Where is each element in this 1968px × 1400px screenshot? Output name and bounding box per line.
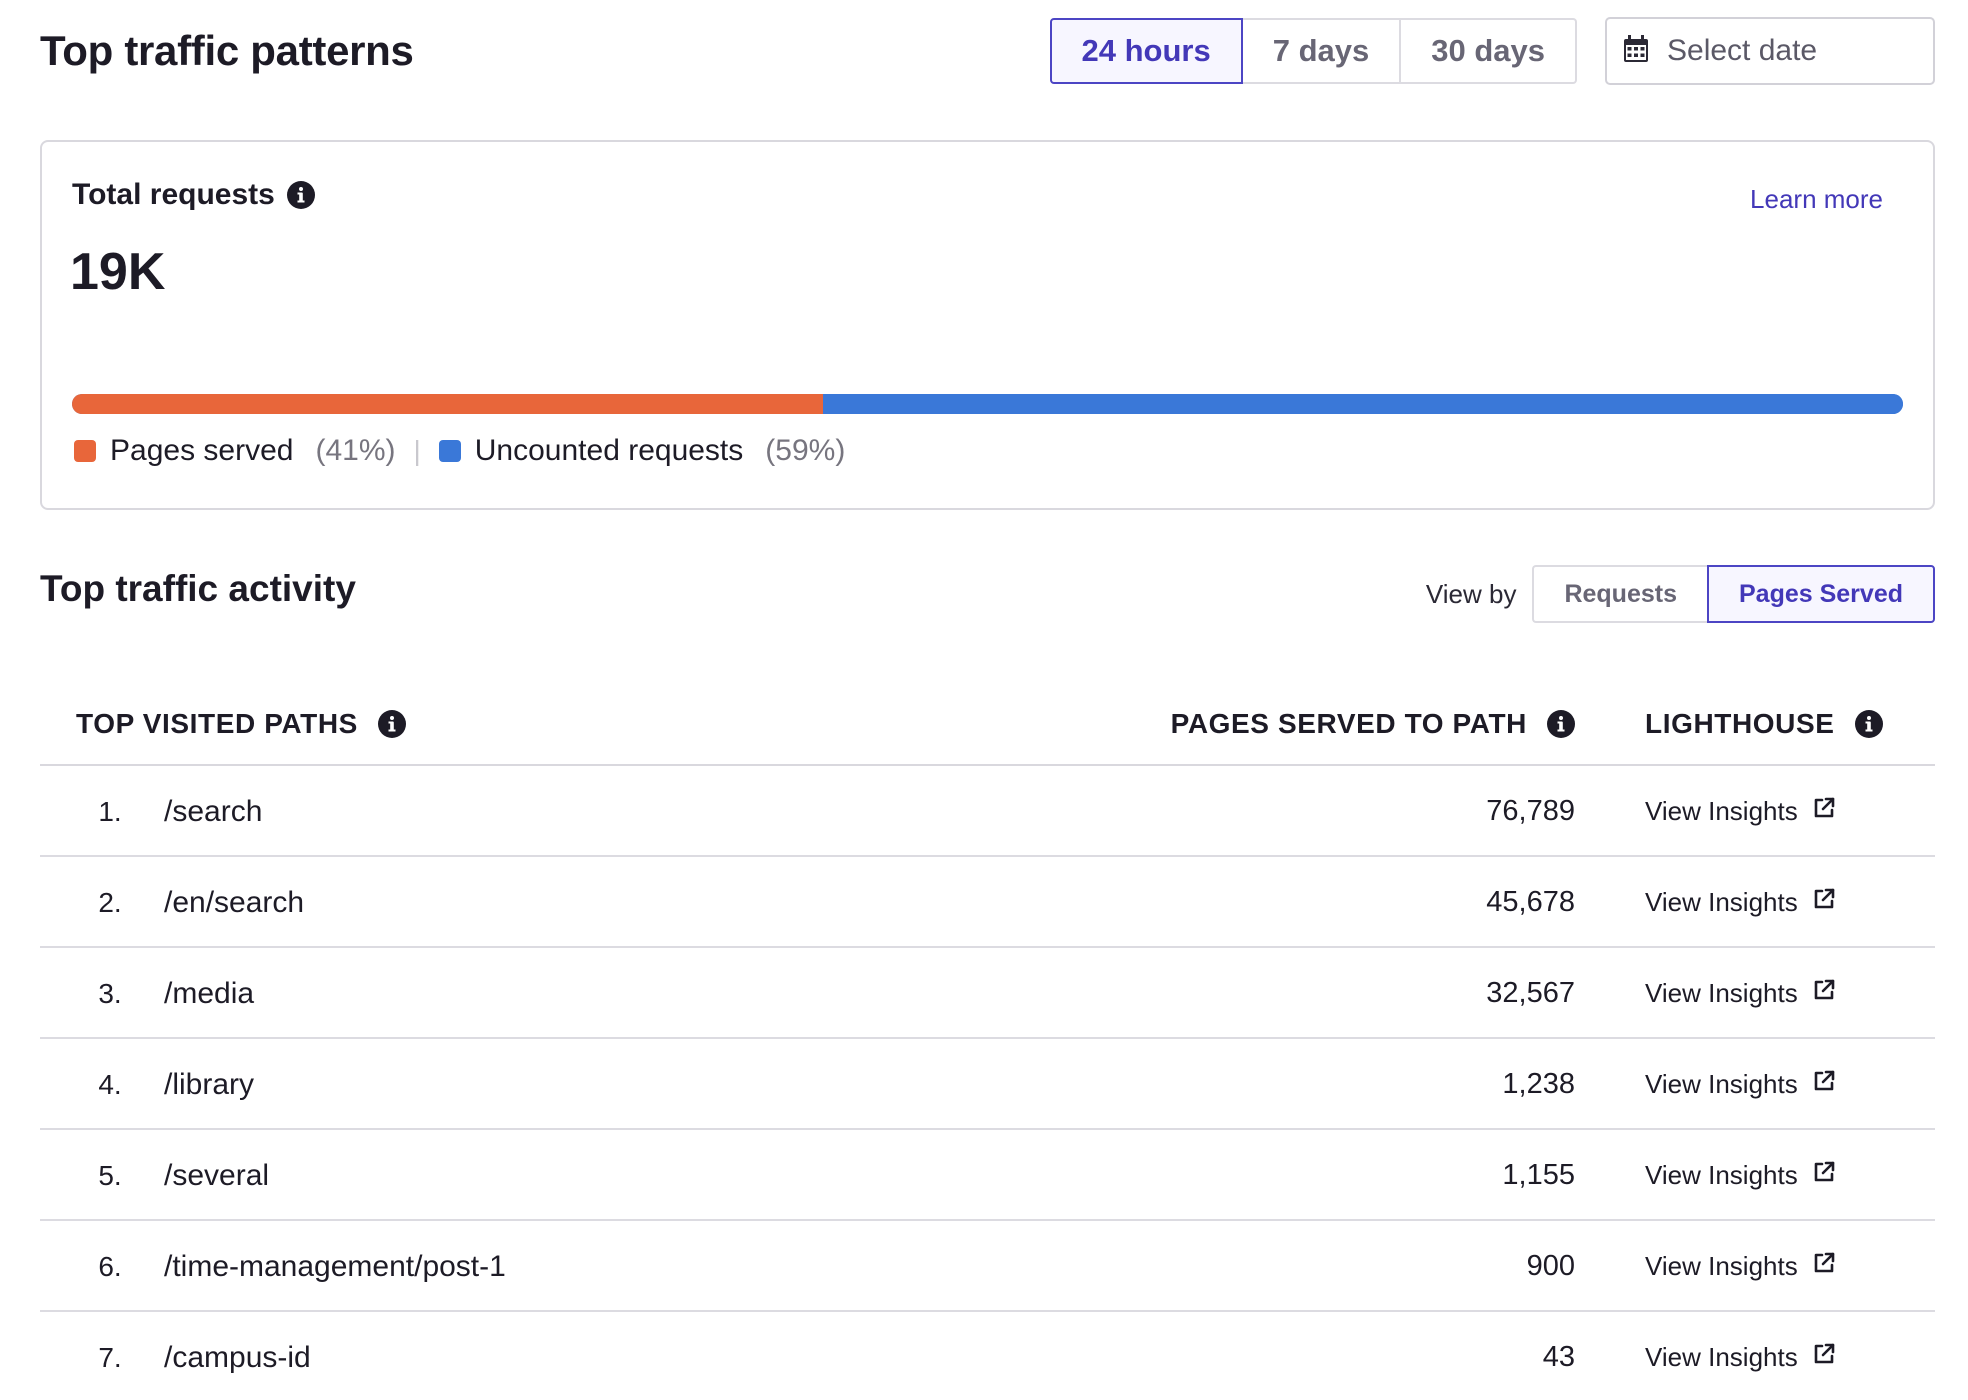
table-row: 7. /campus-id 43 View Insights [40,1312,1935,1400]
external-link-icon [1812,1160,1836,1191]
range-7-days-button[interactable]: 7 days [1242,18,1402,84]
view-by-requests-button[interactable]: Requests [1532,565,1707,623]
row-rank: 1. [98,795,122,827]
section-title: Top traffic activity [40,568,356,609]
range-24-hours-button[interactable]: 24 hours [1049,18,1243,84]
view-insights-link[interactable]: View Insights [1645,766,1836,857]
select-date-input[interactable]: Select date [1605,17,1935,85]
legend-uncounted-requests-percent: (59%) [765,434,846,467]
external-link-icon [1812,1251,1836,1282]
row-path: /en/search [164,885,305,919]
uncounted-requests-bar-segment [822,394,1903,414]
table-row: 6. /time-management/post-1 900 View Insi… [40,1221,1935,1312]
view-by-pages-served-button[interactable]: Pages Served [1707,565,1935,623]
view-insights-label: View Insights [1645,1251,1798,1281]
view-insights-label: View Insights [1645,1342,1798,1372]
legend-uncounted-requests: Uncounted requests (59%) [438,434,846,468]
total-requests-value: 19K [70,243,166,301]
column-header-lighthouse: LIGHTHOUSE [1645,708,1883,740]
view-insights-label: View Insights [1645,1069,1798,1099]
row-rank: 3. [98,977,122,1009]
total-requests-label: Total requests [72,178,315,212]
view-by-control: View by Requests Pages Served [1426,565,1935,623]
uncounted-requests-swatch [438,440,461,462]
pages-served-bar-segment [72,394,823,414]
row-path: /several [164,1158,270,1192]
breakdown-legend: Pages served (41%) | Uncounted requests … [74,434,845,468]
row-pages-served: 45,678 [1486,886,1575,918]
external-link-icon [1812,887,1836,918]
view-insights-link[interactable]: View Insights [1645,1221,1836,1312]
column-header-pages-served: PAGES SERVED TO PATH [1171,708,1575,740]
legend-pages-served-label: Pages served [110,434,294,467]
row-pages-served: 76,789 [1486,795,1575,827]
table-row: 5. /several 1,155 View Insights [40,1130,1935,1221]
view-insights-label: View Insights [1645,887,1798,917]
view-insights-link[interactable]: View Insights [1645,1039,1836,1130]
row-rank: 4. [98,1068,122,1100]
view-insights-label: View Insights [1645,1160,1798,1190]
legend-uncounted-requests-label: Uncounted requests [474,434,744,467]
range-30-days-button[interactable]: 30 days [1401,18,1577,84]
external-link-icon [1812,1069,1836,1100]
row-pages-served: 1,238 [1502,1068,1575,1100]
view-insights-label: View Insights [1645,978,1798,1008]
header-controls: 24 hours 7 days 30 days [1049,17,1935,85]
calendar-icon [1623,34,1649,68]
legend-pages-served-percent: (41%) [315,434,396,467]
total-requests-card: Total requests Learn more 19K Pages serv… [40,140,1935,510]
table-header: TOP VISITED PATHS PAGES SERVED TO PATH [40,682,1935,766]
row-pages-served: 43 [1542,1341,1575,1373]
column-header-paths-label: TOP VISITED PATHS [76,708,358,739]
row-rank: 2. [98,886,122,918]
row-rank: 6. [98,1250,122,1282]
top-paths-table: TOP VISITED PATHS PAGES SERVED TO PATH [40,682,1935,1400]
info-icon[interactable] [1547,710,1575,738]
row-pages-served: 32,567 [1486,977,1575,1009]
total-requests-label-text: Total requests [72,178,275,211]
info-icon[interactable] [1854,710,1883,738]
external-link-icon [1812,796,1836,827]
row-path: /media [164,976,255,1010]
row-rank: 5. [98,1159,122,1191]
time-range-group: 24 hours 7 days 30 days [1049,18,1577,84]
row-path: /time-management/post-1 [164,1249,506,1283]
external-link-icon [1812,978,1836,1009]
learn-more-link[interactable]: Learn more [1750,184,1883,214]
legend-pages-served: Pages served (41%) [74,434,395,468]
view-insights-link[interactable]: View Insights [1645,1312,1836,1400]
page-title: Top traffic patterns [40,27,414,74]
view-by-toggle: Requests Pages Served [1532,565,1935,623]
legend-separator: | [413,435,421,466]
requests-breakdown-bar [72,394,1903,414]
column-header-lighthouse-label: LIGHTHOUSE [1645,708,1835,739]
row-rank: 7. [98,1341,122,1373]
table-row: 1. /search 76,789 View Insights [40,766,1935,857]
column-header-pages-served-label: PAGES SERVED TO PATH [1170,708,1527,739]
info-icon[interactable] [377,710,406,738]
row-path: /library [164,1067,255,1101]
view-insights-link[interactable]: View Insights [1645,857,1836,948]
view-insights-link[interactable]: View Insights [1645,948,1836,1039]
column-header-paths: TOP VISITED PATHS [76,708,406,740]
row-path: /campus-id [164,1340,311,1374]
info-icon[interactable] [286,181,315,209]
header: Top traffic patterns 24 hours 7 days 30 … [40,17,1935,85]
table-row: 3. /media 32,567 View Insights [40,948,1935,1039]
view-insights-link[interactable]: View Insights [1645,1130,1836,1221]
table-row: 2. /en/search 45,678 View Insights [40,857,1935,948]
row-path: /search [164,794,263,828]
view-insights-label: View Insights [1645,796,1798,826]
view-by-label: View by [1425,578,1517,609]
table-row: 4. /library 1,238 View Insights [40,1039,1935,1130]
table-body: 1. /search 76,789 View Insights 2. /en/s… [40,766,1935,1400]
row-pages-served: 1,155 [1502,1159,1575,1191]
external-link-icon [1812,1342,1836,1373]
select-date-placeholder: Select date [1667,34,1818,67]
pages-served-swatch [74,440,96,462]
row-pages-served: 900 [1526,1250,1575,1282]
